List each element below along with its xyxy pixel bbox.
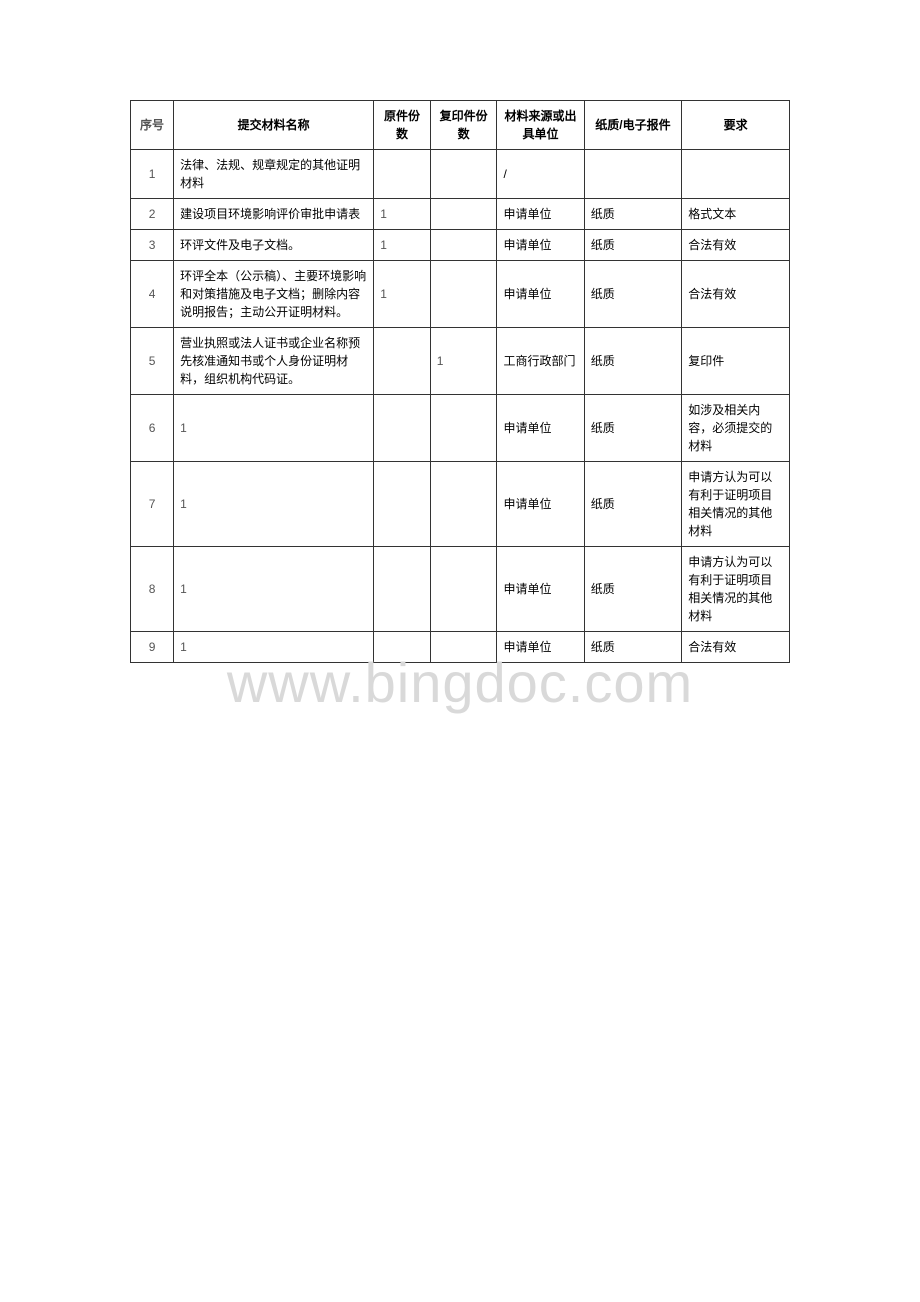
cell-name: 1 [174, 632, 374, 663]
table-header-row: 序号 提交材料名称 原件份数 复印件份数 材料来源或出具单位 纸质/电子报件 要… [131, 101, 790, 150]
cell-source: 申请单位 [497, 395, 584, 462]
cell-requirement: 申请方认为可以有利于证明项目相关情况的其他材料 [682, 547, 790, 632]
cell-requirement: 如涉及相关内容，必须提交的材料 [682, 395, 790, 462]
cell-copy [430, 632, 497, 663]
col-header-index: 序号 [131, 101, 174, 150]
cell-name: 环评全本（公示稿）、主要环境影响和对策措施及电子文档；删除内容说明报告；主动公开… [174, 261, 374, 328]
cell-original: 1 [374, 261, 430, 328]
cell-original [374, 150, 430, 199]
cell-original [374, 462, 430, 547]
table-row: 5 营业执照或法人证书或企业名称预先核准通知书或个人身份证明材料，组织机构代码证… [131, 328, 790, 395]
cell-media: 纸质 [584, 462, 682, 547]
table-row: 4 环评全本（公示稿）、主要环境影响和对策措施及电子文档；删除内容说明报告；主动… [131, 261, 790, 328]
table-row: 3 环评文件及电子文档。 1 申请单位 纸质 合法有效 [131, 230, 790, 261]
cell-index: 4 [131, 261, 174, 328]
cell-requirement [682, 150, 790, 199]
cell-copy [430, 230, 497, 261]
cell-source: 申请单位 [497, 230, 584, 261]
cell-requirement: 复印件 [682, 328, 790, 395]
table-row: 2 建设项目环境影响评价审批申请表 1 申请单位 纸质 格式文本 [131, 199, 790, 230]
cell-name: 法律、法规、规章规定的其他证明材料 [174, 150, 374, 199]
cell-media: 纸质 [584, 395, 682, 462]
cell-requirement: 合法有效 [682, 230, 790, 261]
cell-index: 9 [131, 632, 174, 663]
cell-media: 纸质 [584, 230, 682, 261]
col-header-requirement: 要求 [682, 101, 790, 150]
cell-index: 1 [131, 150, 174, 199]
table-row: 7 1 申请单位 纸质 申请方认为可以有利于证明项目相关情况的其他材料 [131, 462, 790, 547]
cell-name: 1 [174, 462, 374, 547]
cell-index: 3 [131, 230, 174, 261]
col-header-source: 材料来源或出具单位 [497, 101, 584, 150]
cell-source: 申请单位 [497, 632, 584, 663]
cell-source: 申请单位 [497, 462, 584, 547]
table-body: 1 法律、法规、规章规定的其他证明材料 / 2 建设项目环境影响评价审批申请表 … [131, 150, 790, 663]
cell-media: 纸质 [584, 199, 682, 230]
table-row: 1 法律、法规、规章规定的其他证明材料 / [131, 150, 790, 199]
cell-source: 申请单位 [497, 547, 584, 632]
cell-media [584, 150, 682, 199]
cell-name: 建设项目环境影响评价审批申请表 [174, 199, 374, 230]
cell-original [374, 395, 430, 462]
cell-media: 纸质 [584, 632, 682, 663]
cell-copy [430, 261, 497, 328]
cell-name: 1 [174, 395, 374, 462]
cell-requirement: 申请方认为可以有利于证明项目相关情况的其他材料 [682, 462, 790, 547]
cell-original [374, 328, 430, 395]
table-row: 6 1 申请单位 纸质 如涉及相关内容，必须提交的材料 [131, 395, 790, 462]
table-row: 8 1 申请单位 纸质 申请方认为可以有利于证明项目相关情况的其他材料 [131, 547, 790, 632]
cell-media: 纸质 [584, 547, 682, 632]
cell-source: 申请单位 [497, 199, 584, 230]
cell-index: 7 [131, 462, 174, 547]
cell-copy [430, 150, 497, 199]
cell-original: 1 [374, 199, 430, 230]
cell-name: 营业执照或法人证书或企业名称预先核准通知书或个人身份证明材料，组织机构代码证。 [174, 328, 374, 395]
cell-copy [430, 462, 497, 547]
col-header-copy: 复印件份数 [430, 101, 497, 150]
cell-index: 5 [131, 328, 174, 395]
cell-source: / [497, 150, 584, 199]
cell-source: 工商行政部门 [497, 328, 584, 395]
materials-table: 序号 提交材料名称 原件份数 复印件份数 材料来源或出具单位 纸质/电子报件 要… [130, 100, 790, 663]
cell-name: 环评文件及电子文档。 [174, 230, 374, 261]
cell-requirement: 合法有效 [682, 632, 790, 663]
col-header-media: 纸质/电子报件 [584, 101, 682, 150]
cell-copy: 1 [430, 328, 497, 395]
cell-source: 申请单位 [497, 261, 584, 328]
table-row: 9 1 申请单位 纸质 合法有效 [131, 632, 790, 663]
col-header-name: 提交材料名称 [174, 101, 374, 150]
cell-index: 2 [131, 199, 174, 230]
cell-name: 1 [174, 547, 374, 632]
cell-requirement: 格式文本 [682, 199, 790, 230]
cell-copy [430, 199, 497, 230]
cell-original: 1 [374, 230, 430, 261]
cell-original [374, 632, 430, 663]
cell-index: 8 [131, 547, 174, 632]
col-header-original: 原件份数 [374, 101, 430, 150]
cell-media: 纸质 [584, 261, 682, 328]
cell-copy [430, 547, 497, 632]
cell-copy [430, 395, 497, 462]
cell-original [374, 547, 430, 632]
cell-media: 纸质 [584, 328, 682, 395]
cell-requirement: 合法有效 [682, 261, 790, 328]
cell-index: 6 [131, 395, 174, 462]
